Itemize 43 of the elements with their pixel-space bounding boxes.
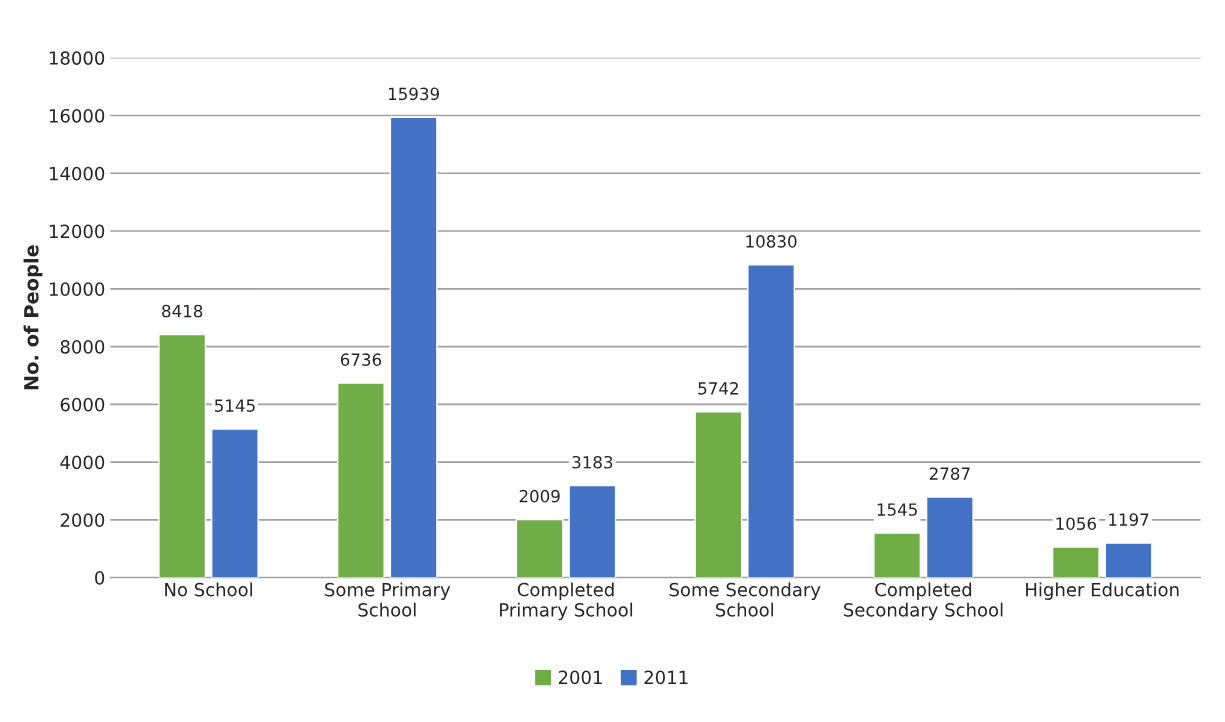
- data-label: 3183: [572, 455, 613, 469]
- y-tick-label: 14000: [49, 166, 105, 181]
- bar: [925, 496, 974, 578]
- data-label: 10830: [746, 235, 797, 248]
- y-tick-label: 10000: [49, 282, 105, 296]
- data-label: 2787: [929, 467, 970, 480]
- bar: [1051, 546, 1100, 578]
- bar: [210, 428, 259, 578]
- data-label: 2009: [519, 489, 560, 503]
- bar: [336, 382, 385, 578]
- data-label: 1197: [1109, 513, 1149, 526]
- data-label: 1056: [1056, 517, 1096, 530]
- bar: [389, 116, 438, 578]
- data-label: 6736: [340, 353, 382, 366]
- bar: [158, 333, 207, 578]
- y-tick-label: 18000: [49, 51, 105, 65]
- legend-label: 2011: [644, 670, 688, 685]
- data-label: 15939: [388, 87, 439, 101]
- bar: [1104, 542, 1153, 578]
- bar: [747, 264, 796, 578]
- legend-label: 2001: [558, 670, 602, 685]
- data-label: 5742: [698, 382, 738, 395]
- bar: [568, 484, 617, 578]
- x-tick-label: No School: [165, 582, 252, 597]
- y-tick-label: 4000: [60, 455, 105, 470]
- bar: [694, 411, 743, 578]
- data-label: 5145: [214, 399, 255, 412]
- y-tick-label: 12000: [49, 224, 105, 239]
- y-tick-label: 2000: [60, 513, 105, 527]
- x-tick-label: Some Secondary School: [669, 582, 821, 617]
- data-label: 8418: [162, 304, 203, 318]
- x-tick-label: Higher Education: [1026, 582, 1179, 600]
- y-tick-label: 6000: [60, 397, 105, 412]
- bar: [873, 532, 922, 578]
- y-tick-label: 8000: [60, 340, 105, 354]
- bar: [515, 518, 564, 578]
- y-axis-title: No. of People: [23, 245, 43, 390]
- x-tick-label: Some Primary School: [325, 582, 451, 617]
- x-tick-label: Completed Secondary School: [844, 582, 1003, 621]
- y-tick-label: 16000: [49, 108, 105, 123]
- y-tick-label: 0: [95, 571, 105, 585]
- x-tick-label: Completed Primary School: [500, 582, 633, 621]
- data-label: 1545: [877, 503, 917, 516]
